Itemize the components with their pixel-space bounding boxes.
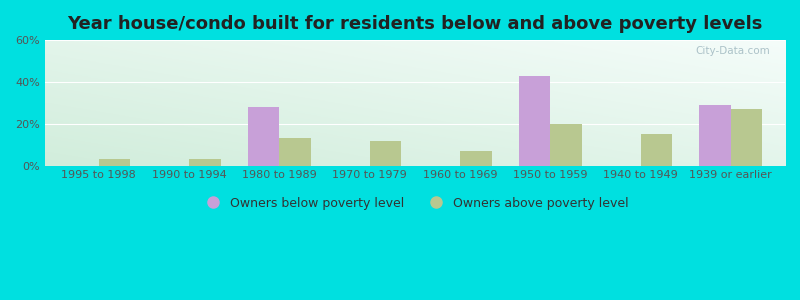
Bar	[699, 105, 731, 166]
Bar	[370, 140, 402, 166]
Legend: Owners below poverty level, Owners above poverty level: Owners below poverty level, Owners above…	[195, 192, 634, 214]
Bar	[731, 109, 762, 166]
Bar	[518, 76, 550, 166]
Bar	[248, 107, 279, 166]
Title: Year house/condo built for residents below and above poverty levels: Year house/condo built for residents bel…	[67, 15, 762, 33]
Bar	[641, 134, 672, 166]
Bar	[189, 159, 221, 166]
Bar	[460, 151, 491, 166]
Bar	[550, 124, 582, 166]
Bar	[279, 138, 311, 166]
Bar	[98, 159, 130, 166]
Text: City-Data.com: City-Data.com	[695, 46, 770, 56]
